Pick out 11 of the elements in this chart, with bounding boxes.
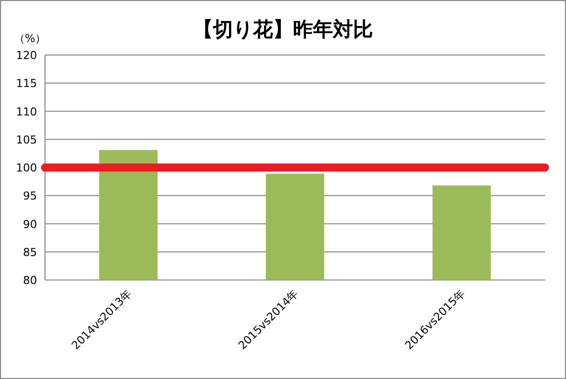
y-axis-title: （%） [14,32,46,45]
y-tick-label: 85 [23,246,37,259]
y-tick-label: 100 [16,162,37,174]
y-tick-label: 115 [16,77,37,90]
y-tick-label: 95 [23,190,37,203]
y-tick-label: 105 [16,133,37,146]
y-tick-label: 110 [16,105,37,118]
y-tick-label: 90 [23,218,37,231]
chart-title: 【切り花】昨年対比 [193,17,373,41]
y-tick-label: 120 [16,49,37,62]
y-tick-label: 80 [23,274,37,287]
